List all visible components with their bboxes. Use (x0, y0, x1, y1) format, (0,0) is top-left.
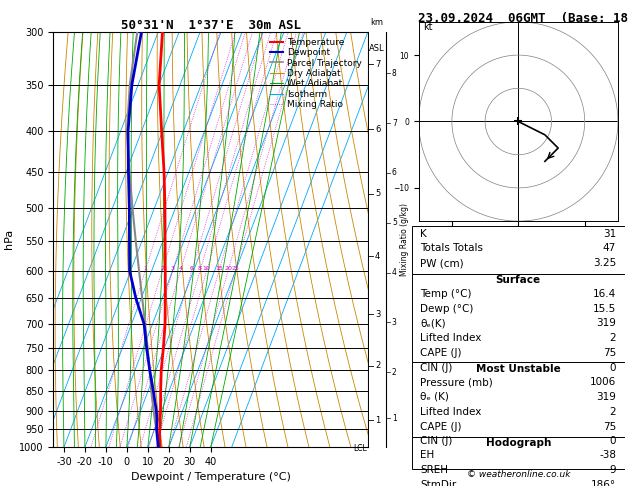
Text: 75: 75 (603, 421, 616, 432)
Text: -38: -38 (599, 451, 616, 461)
Text: 186°: 186° (591, 480, 616, 486)
Text: 47: 47 (603, 243, 616, 253)
Text: 3: 3 (170, 266, 175, 271)
Text: Lifted Index: Lifted Index (421, 333, 482, 343)
Text: Dewp (°C): Dewp (°C) (421, 304, 474, 313)
X-axis label: Dewpoint / Temperature (°C): Dewpoint / Temperature (°C) (131, 472, 291, 483)
Text: 15: 15 (215, 266, 223, 271)
Text: Most Unstable: Most Unstable (476, 364, 560, 374)
Text: LCL: LCL (353, 444, 367, 453)
Bar (412, 436, 625, 469)
Text: Pressure (mb): Pressure (mb) (421, 377, 493, 387)
Text: 4: 4 (375, 252, 381, 260)
Text: K: K (421, 228, 427, 239)
Text: 25: 25 (231, 266, 239, 271)
Text: kt: kt (423, 22, 432, 32)
Text: CIN (J): CIN (J) (421, 363, 453, 373)
Text: Surface: Surface (496, 276, 541, 285)
Text: 6: 6 (190, 266, 194, 271)
Text: 75: 75 (603, 348, 616, 358)
Text: 5: 5 (392, 218, 397, 227)
Text: 16.4: 16.4 (593, 289, 616, 299)
Text: SREH: SREH (421, 465, 448, 475)
Text: θₑ(K): θₑ(K) (421, 318, 446, 329)
Text: 23.09.2024  06GMT  (Base: 18): 23.09.2024 06GMT (Base: 18) (418, 12, 629, 25)
Text: 8: 8 (375, 0, 381, 2)
Text: Hodograph: Hodograph (486, 438, 551, 448)
Text: PW (cm): PW (cm) (421, 258, 464, 268)
Text: 3: 3 (392, 318, 397, 327)
Text: CAPE (J): CAPE (J) (421, 348, 462, 358)
Bar (412, 363, 625, 436)
Text: 3: 3 (375, 310, 381, 318)
Legend: Temperature, Dewpoint, Parcel Trajectory, Dry Adiabat, Wet Adiabat, Isotherm, Mi: Temperature, Dewpoint, Parcel Trajectory… (268, 36, 364, 111)
Title: 50°31'N  1°37'E  30m ASL: 50°31'N 1°37'E 30m ASL (121, 18, 301, 32)
Text: 319: 319 (596, 392, 616, 402)
Text: km: km (370, 18, 383, 27)
Text: Lifted Index: Lifted Index (421, 407, 482, 417)
Text: © weatheronline.co.uk: © weatheronline.co.uk (467, 470, 570, 480)
Text: 2: 2 (375, 361, 381, 370)
Text: ASL: ASL (369, 44, 384, 53)
Text: 7: 7 (392, 119, 397, 127)
Text: 31: 31 (603, 228, 616, 239)
Text: 4: 4 (392, 268, 397, 277)
Text: CAPE (J): CAPE (J) (421, 421, 462, 432)
Text: Temp (°C): Temp (°C) (421, 289, 472, 299)
Text: 1006: 1006 (590, 377, 616, 387)
Text: StmDir: StmDir (421, 480, 457, 486)
Text: 3.25: 3.25 (593, 258, 616, 268)
Text: 2: 2 (610, 407, 616, 417)
Text: 2: 2 (610, 333, 616, 343)
Bar (412, 226, 625, 274)
Text: 7: 7 (375, 60, 381, 69)
Text: 1: 1 (375, 416, 381, 425)
Text: 5: 5 (375, 190, 381, 198)
Text: 8: 8 (198, 266, 202, 271)
Text: 8: 8 (392, 69, 397, 78)
Text: 10: 10 (203, 266, 211, 271)
Text: EH: EH (421, 451, 435, 461)
Text: Mixing Ratio (g/kg): Mixing Ratio (g/kg) (400, 203, 409, 276)
Text: 0: 0 (610, 363, 616, 373)
Text: 4: 4 (179, 266, 182, 271)
Text: 20: 20 (224, 266, 232, 271)
Text: 0: 0 (610, 436, 616, 447)
Text: Totals Totals: Totals Totals (421, 243, 484, 253)
Y-axis label: hPa: hPa (4, 229, 14, 249)
Text: 1: 1 (143, 266, 147, 271)
Text: 9: 9 (610, 465, 616, 475)
Text: 319: 319 (596, 318, 616, 329)
Text: 2: 2 (392, 368, 397, 377)
Text: 2: 2 (160, 266, 164, 271)
Text: 15.5: 15.5 (593, 304, 616, 313)
Text: 1: 1 (392, 414, 397, 422)
Text: θₑ (K): θₑ (K) (421, 392, 449, 402)
Text: 6: 6 (375, 124, 381, 134)
Text: 6: 6 (392, 168, 397, 177)
Bar (412, 274, 625, 363)
Text: CIN (J): CIN (J) (421, 436, 453, 447)
